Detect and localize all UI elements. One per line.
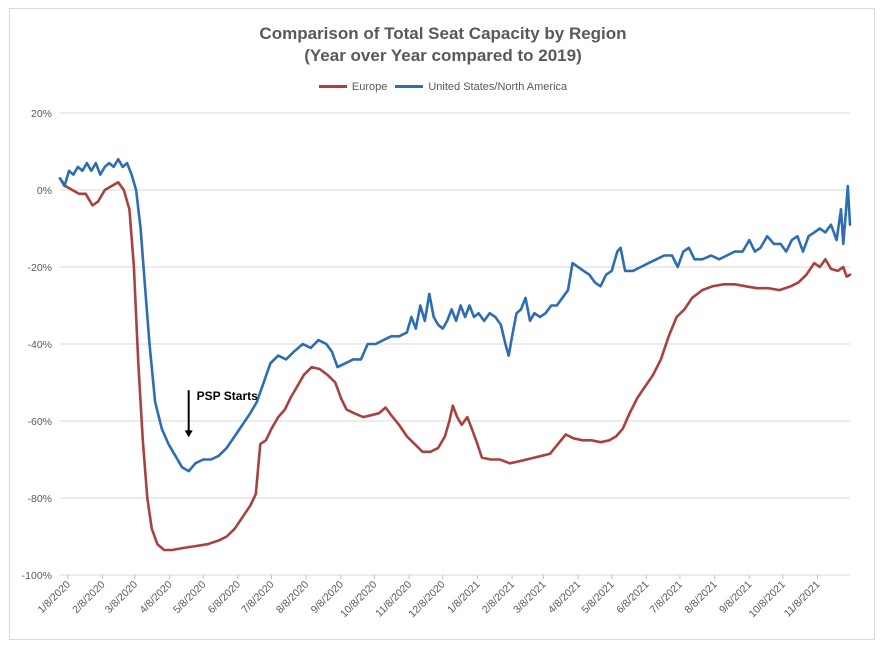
x-tick-label: 2/8/2021 <box>480 579 517 616</box>
x-tick-label: 7/8/2021 <box>648 579 685 616</box>
x-tick-label: 10/8/2020 <box>338 579 380 621</box>
x-tick-label: 8/8/2021 <box>682 579 719 616</box>
legend-swatch <box>318 85 347 88</box>
series-line-united-states-north-america <box>58 157 852 473</box>
x-tick-label: 1/8/2020 <box>36 579 73 616</box>
x-tick-label: 3/8/2021 <box>511 579 548 616</box>
legend-swatch <box>395 85 424 88</box>
y-tick-label: -60% <box>27 416 52 428</box>
legend-label: Europe <box>351 80 388 93</box>
x-tick-label: 3/8/2020 <box>103 579 140 616</box>
x-tick-label: 4/8/2021 <box>546 579 583 616</box>
x-tick-label: 6/8/2021 <box>614 579 651 616</box>
legend-item: United States/North America <box>395 81 567 93</box>
x-tick-label: 10/8/2021 <box>746 579 788 621</box>
x-tick-label: 1/8/2021 <box>445 579 482 616</box>
y-tick-label: -100% <box>22 570 52 582</box>
x-tick-label: 5/8/2020 <box>171 579 208 616</box>
series-line-europe <box>58 177 852 552</box>
chart-title-line-1: Comparison of Total Seat Capacity by Reg… <box>259 24 627 43</box>
x-tick-label: 11/8/2021 <box>782 579 823 620</box>
y-tick-label: -80% <box>27 493 52 505</box>
annotation-label: PSP Starts <box>197 389 258 403</box>
x-tick-label: 8/8/2020 <box>274 579 311 616</box>
chart-title-line-2: (Year over Year compared to 2019) <box>304 46 582 65</box>
x-tick-label: 12/8/2020 <box>406 579 448 621</box>
x-tick-label: 2/8/2020 <box>70 579 107 616</box>
x-tick-label: 6/8/2020 <box>206 579 243 616</box>
x-tick-label: 4/8/2020 <box>137 579 174 616</box>
y-tick-label: -40% <box>27 339 52 351</box>
chart-legend: Europe United States/North America <box>10 79 876 93</box>
y-tick-label: 0% <box>37 185 52 197</box>
x-tick-label: 5/8/2021 <box>579 579 616 616</box>
y-tick-label: 20% <box>31 108 52 120</box>
annotation-arrow-head <box>184 430 193 438</box>
legend-label: United States/North America <box>428 80 568 93</box>
y-tick-label: -20% <box>27 262 52 274</box>
chart-title: Comparison of Total Seat Capacity by Reg… <box>10 23 876 67</box>
x-tick-label: 7/8/2020 <box>239 579 276 616</box>
legend-item: Europe <box>318 80 388 93</box>
